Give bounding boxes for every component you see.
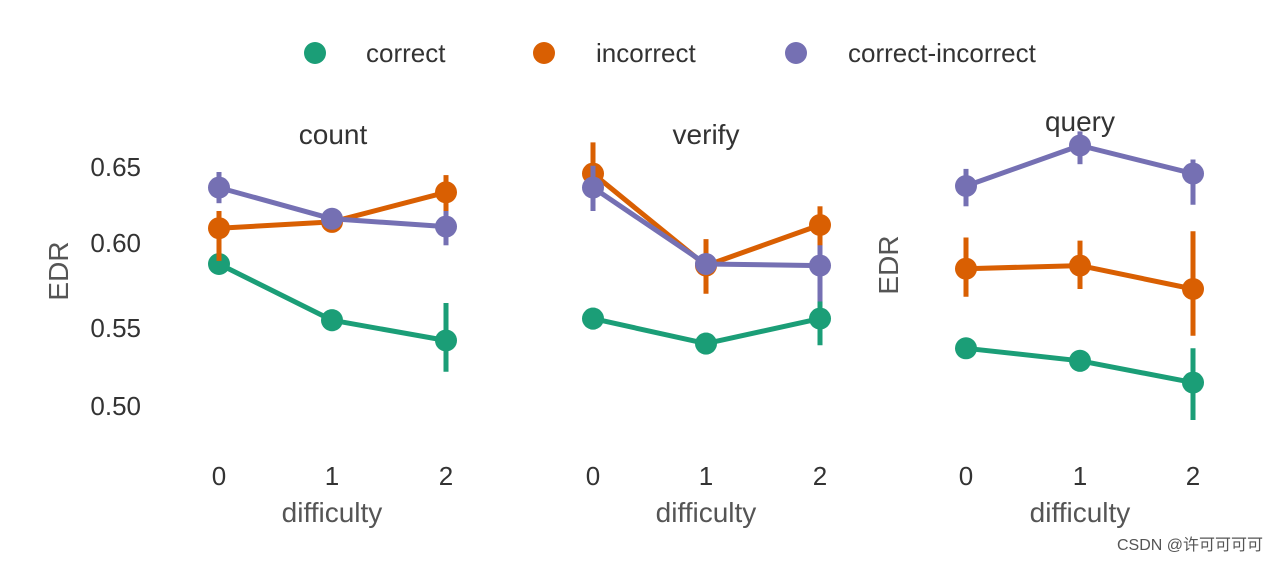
panel-title: verify xyxy=(673,119,740,150)
data-point xyxy=(695,332,717,355)
x-axis-label: difficulty xyxy=(1030,497,1131,528)
y-axis-label: EDR xyxy=(873,235,904,294)
data-point xyxy=(321,309,343,332)
x-axis-label: difficulty xyxy=(282,497,383,528)
data-point xyxy=(695,253,717,275)
series-correct xyxy=(582,299,831,355)
x-tick-label: 0 xyxy=(586,461,600,491)
x-tick-label: 2 xyxy=(439,461,453,491)
x-tick-label: 0 xyxy=(959,461,973,491)
x-axis-label: difficulty xyxy=(656,497,757,528)
data-point xyxy=(1069,349,1091,372)
legend-item-correct: correct xyxy=(304,38,446,68)
legend-item-correct-incorrect: correct-incorrect xyxy=(785,38,1037,68)
data-point xyxy=(1069,134,1091,157)
x-tick-label: 2 xyxy=(1186,461,1200,491)
series-correct xyxy=(208,253,457,372)
legend-label-correct: correct xyxy=(366,38,446,68)
series-incorrect xyxy=(955,231,1204,336)
data-point xyxy=(582,176,604,199)
panel-count: count 0.50 0.55 0.60 0.65 EDR 0 1 2 difficulty xyxy=(43,119,457,528)
y-tick-label: 0.55 xyxy=(90,313,141,343)
data-point xyxy=(1069,254,1091,277)
x-tick-label: 1 xyxy=(1073,461,1087,491)
data-point xyxy=(208,253,230,275)
legend-label-correct-incorrect: correct-incorrect xyxy=(848,38,1037,68)
data-point xyxy=(435,329,457,352)
data-point xyxy=(1182,371,1204,394)
y-tick-label: 0.65 xyxy=(90,152,141,182)
data-point xyxy=(1182,278,1204,300)
data-point xyxy=(208,176,230,199)
data-point xyxy=(208,217,230,240)
data-point xyxy=(809,214,831,236)
y-axis-label: EDR xyxy=(43,241,74,300)
data-point xyxy=(955,257,977,280)
legend: correct incorrect correct-incorrect xyxy=(304,38,1037,68)
data-point xyxy=(955,337,977,360)
data-point xyxy=(435,181,457,204)
data-point xyxy=(435,215,457,238)
legend-marker-correct-incorrect xyxy=(785,42,807,64)
data-point xyxy=(1182,162,1204,185)
watermark: CSDN @许可可可可 xyxy=(1117,536,1263,554)
x-tick-label: 2 xyxy=(813,461,827,491)
data-point xyxy=(809,307,831,330)
series-correct-incorrect xyxy=(582,165,831,302)
data-point xyxy=(809,254,831,277)
data-point xyxy=(955,175,977,197)
x-tick-label: 0 xyxy=(212,461,226,491)
legend-item-incorrect: incorrect xyxy=(533,38,696,68)
x-tick-label: 1 xyxy=(325,461,339,491)
panel-title: count xyxy=(299,119,368,150)
legend-marker-correct xyxy=(304,42,326,64)
legend-label-incorrect: incorrect xyxy=(596,38,696,68)
x-tick-label: 1 xyxy=(699,461,713,491)
series-correct-incorrect xyxy=(955,131,1204,207)
series-correct-incorrect xyxy=(208,172,457,246)
data-point xyxy=(321,207,343,230)
series-correct xyxy=(955,337,1204,420)
data-point xyxy=(582,307,604,330)
y-tick-label: 0.60 xyxy=(90,228,141,258)
legend-marker-incorrect xyxy=(533,42,555,64)
y-tick-label: 0.50 xyxy=(90,391,141,421)
panel-verify: verify 0 1 2 difficulty xyxy=(582,119,831,528)
